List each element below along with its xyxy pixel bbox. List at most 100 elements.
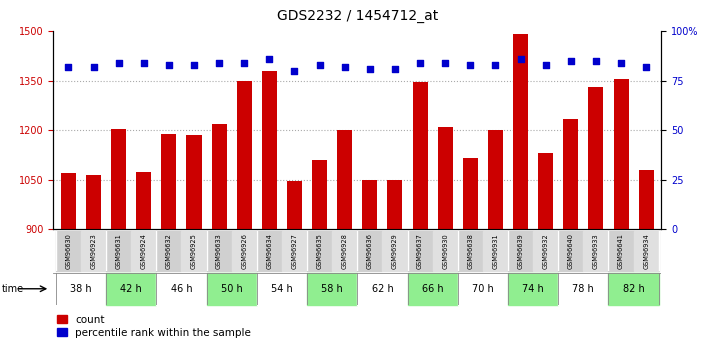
Point [389, 66, 400, 71]
Text: GSM96923: GSM96923 [90, 233, 97, 269]
Text: 38 h: 38 h [70, 284, 92, 294]
Point [565, 58, 577, 63]
Bar [357, 231, 383, 271]
Bar [407, 273, 458, 305]
Text: GSM96641: GSM96641 [618, 233, 624, 269]
Bar [458, 273, 508, 305]
Point [641, 64, 652, 70]
Bar [508, 273, 558, 305]
Text: GSM96630: GSM96630 [65, 233, 71, 269]
Bar [257, 231, 282, 271]
Bar [533, 231, 558, 271]
Text: 42 h: 42 h [120, 284, 142, 294]
Text: GSM96637: GSM96637 [417, 233, 423, 269]
Bar [387, 180, 402, 229]
Bar [458, 231, 483, 271]
Text: GSM96640: GSM96640 [568, 233, 574, 269]
Point [164, 62, 175, 68]
Bar [558, 231, 583, 271]
Text: GSM96925: GSM96925 [191, 233, 197, 269]
Bar [56, 231, 81, 271]
Text: GSM96631: GSM96631 [116, 233, 122, 269]
Text: GSM96932: GSM96932 [542, 233, 549, 269]
Point [88, 64, 100, 70]
Bar [111, 129, 126, 229]
Bar [156, 231, 181, 271]
Text: 54 h: 54 h [271, 284, 293, 294]
Text: GSM96638: GSM96638 [467, 233, 474, 269]
Bar [609, 231, 634, 271]
Bar [609, 273, 658, 305]
Text: GSM96928: GSM96928 [342, 233, 348, 269]
Text: 62 h: 62 h [372, 284, 393, 294]
Point [289, 68, 300, 73]
Bar [363, 180, 378, 229]
Bar [257, 273, 307, 305]
Legend: count, percentile rank within the sample: count, percentile rank within the sample [53, 310, 255, 342]
Bar [307, 231, 332, 271]
Bar [132, 231, 156, 271]
Bar [508, 231, 533, 271]
Bar [161, 134, 176, 229]
Bar [61, 173, 76, 229]
Text: GSM96636: GSM96636 [367, 233, 373, 269]
Text: GSM96924: GSM96924 [141, 233, 146, 269]
Text: GSM96639: GSM96639 [518, 233, 523, 269]
Bar [337, 130, 352, 229]
Bar [232, 231, 257, 271]
Point [113, 60, 124, 66]
Bar [287, 181, 302, 229]
Bar [513, 34, 528, 229]
Text: 66 h: 66 h [422, 284, 444, 294]
Point [540, 62, 551, 68]
Bar [262, 71, 277, 229]
Point [339, 64, 351, 70]
Bar [56, 273, 106, 305]
Bar [86, 175, 101, 229]
Bar [558, 273, 609, 305]
Bar [106, 273, 156, 305]
Point [590, 58, 602, 63]
Bar [137, 171, 151, 229]
Text: GSM96926: GSM96926 [241, 233, 247, 269]
Point [615, 60, 626, 66]
Text: GDS2232 / 1454712_at: GDS2232 / 1454712_at [277, 9, 438, 23]
Bar [207, 231, 232, 271]
Bar [407, 231, 432, 271]
Bar [589, 87, 604, 229]
Bar [638, 170, 653, 229]
Point [415, 60, 426, 66]
Point [490, 62, 501, 68]
Bar [237, 81, 252, 229]
Text: GSM96635: GSM96635 [316, 233, 323, 269]
Text: GSM96929: GSM96929 [392, 233, 398, 269]
Point [314, 62, 326, 68]
Bar [282, 231, 307, 271]
Text: 58 h: 58 h [321, 284, 343, 294]
Text: 50 h: 50 h [221, 284, 242, 294]
Point [188, 62, 200, 68]
Point [239, 60, 250, 66]
Text: GSM96931: GSM96931 [493, 233, 498, 269]
Point [63, 64, 74, 70]
Point [439, 60, 451, 66]
Point [264, 56, 275, 61]
Bar [181, 231, 207, 271]
Text: 82 h: 82 h [623, 284, 644, 294]
Bar [156, 273, 207, 305]
Bar [614, 79, 629, 229]
Text: GSM96632: GSM96632 [166, 233, 172, 269]
Bar [186, 135, 201, 229]
Text: GSM96933: GSM96933 [593, 233, 599, 269]
Bar [106, 231, 132, 271]
Bar [212, 124, 227, 229]
Text: 70 h: 70 h [472, 284, 493, 294]
Bar [634, 231, 658, 271]
Bar [383, 231, 407, 271]
Point [138, 60, 149, 66]
Bar [483, 231, 508, 271]
Point [213, 60, 225, 66]
Bar [438, 127, 453, 229]
Bar [432, 231, 458, 271]
Bar [81, 231, 106, 271]
